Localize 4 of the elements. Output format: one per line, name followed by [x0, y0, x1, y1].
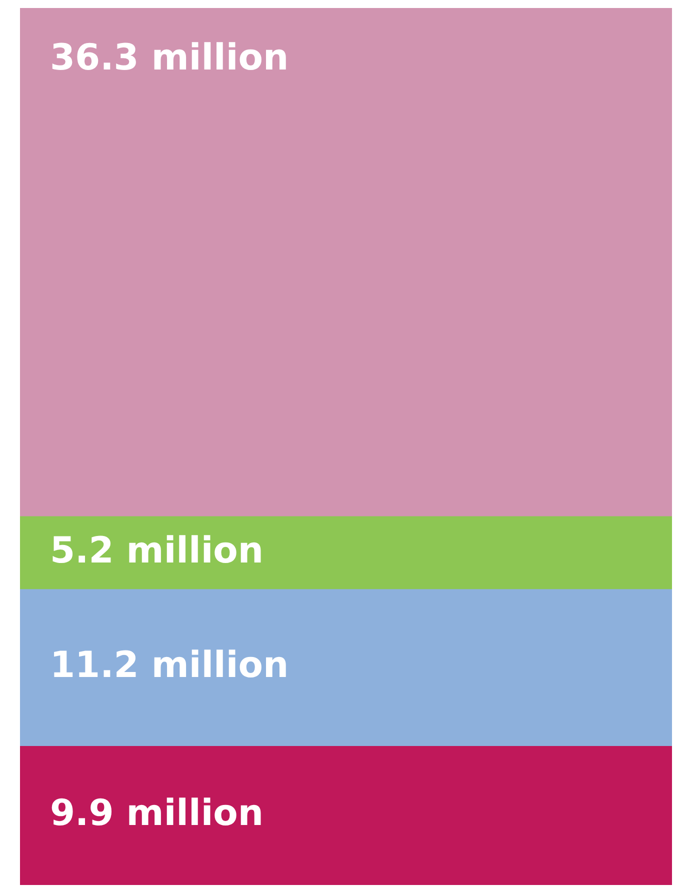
data-label: 9.9 million [50, 793, 264, 834]
data-label: 11.2 million [50, 645, 289, 686]
data-label: 36.3 million [50, 37, 289, 78]
data-label: 5.2 million [50, 530, 264, 572]
